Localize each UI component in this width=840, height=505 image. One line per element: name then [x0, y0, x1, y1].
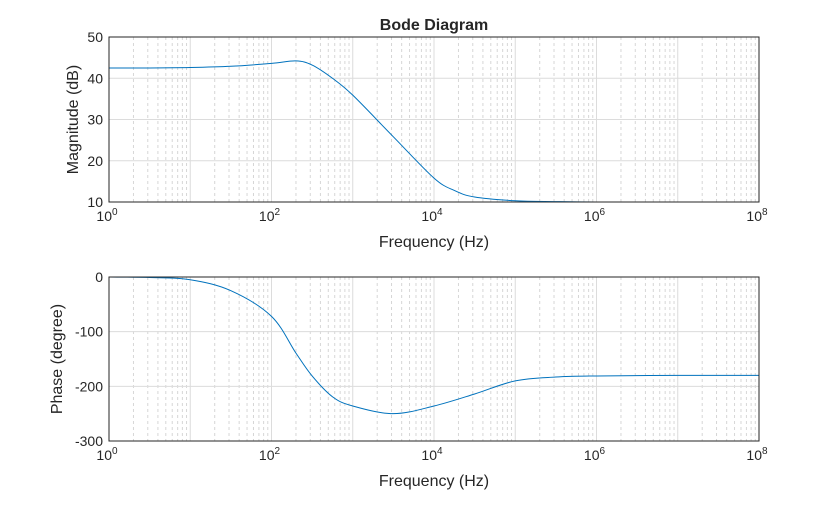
axes-box [108, 36, 760, 203]
y-tick-label: 50 [87, 29, 103, 45]
x-axis-label: Frequency (Hz) [379, 234, 489, 251]
x-tick-exponent: 4 [437, 446, 443, 457]
x-tick-base: 10 [584, 208, 600, 224]
x-axis-label: Frequency (Hz) [379, 473, 489, 490]
x-tick-exponent: 0 [112, 446, 118, 457]
x-tick-exponent: 2 [275, 207, 281, 218]
y-tick-label: -300 [75, 433, 103, 449]
x-tick-label: 102 [259, 207, 281, 224]
x-tick-label: 106 [584, 207, 606, 224]
y-tick-label: 10 [87, 194, 103, 210]
y-tick-label: 30 [87, 112, 103, 128]
x-tick-label: 106 [584, 446, 606, 463]
x-tick-base: 10 [421, 208, 437, 224]
x-tick-base: 10 [96, 208, 112, 224]
x-tick-base: 10 [259, 208, 275, 224]
y-tick-label: 20 [87, 153, 103, 169]
y-tick-label: 40 [87, 70, 103, 86]
data-line [108, 276, 760, 415]
chart-title: Bode Diagram [380, 17, 488, 34]
x-tick-exponent: 0 [112, 207, 118, 218]
x-tick-base: 10 [259, 447, 275, 463]
x-tick-label: 108 [746, 446, 768, 463]
y-tick-label: -200 [75, 378, 103, 394]
x-tick-label: 102 [259, 446, 281, 463]
x-tick-base: 10 [584, 447, 600, 463]
x-tick-base: 10 [746, 447, 762, 463]
axes-box [108, 276, 760, 442]
y-tick-label: 0 [95, 269, 103, 285]
x-tick-base: 10 [421, 447, 437, 463]
x-tick-exponent: 8 [762, 446, 768, 457]
x-tick-exponent: 6 [600, 207, 606, 218]
x-tick-label: 104 [421, 207, 443, 224]
y-axis-label: Magnitude (dB) [65, 65, 82, 174]
x-tick-label: 100 [96, 207, 118, 224]
x-tick-exponent: 8 [762, 207, 768, 218]
x-tick-base: 10 [746, 208, 762, 224]
y-axis-label: Phase (degree) [49, 304, 66, 414]
x-tick-exponent: 6 [600, 446, 606, 457]
x-tick-exponent: 4 [437, 207, 443, 218]
x-tick-base: 10 [96, 447, 112, 463]
x-tick-label: 104 [421, 446, 443, 463]
x-tick-exponent: 2 [275, 446, 281, 457]
x-tick-label: 108 [746, 207, 768, 224]
y-tick-label: -100 [75, 324, 103, 340]
x-tick-label: 100 [96, 446, 118, 463]
